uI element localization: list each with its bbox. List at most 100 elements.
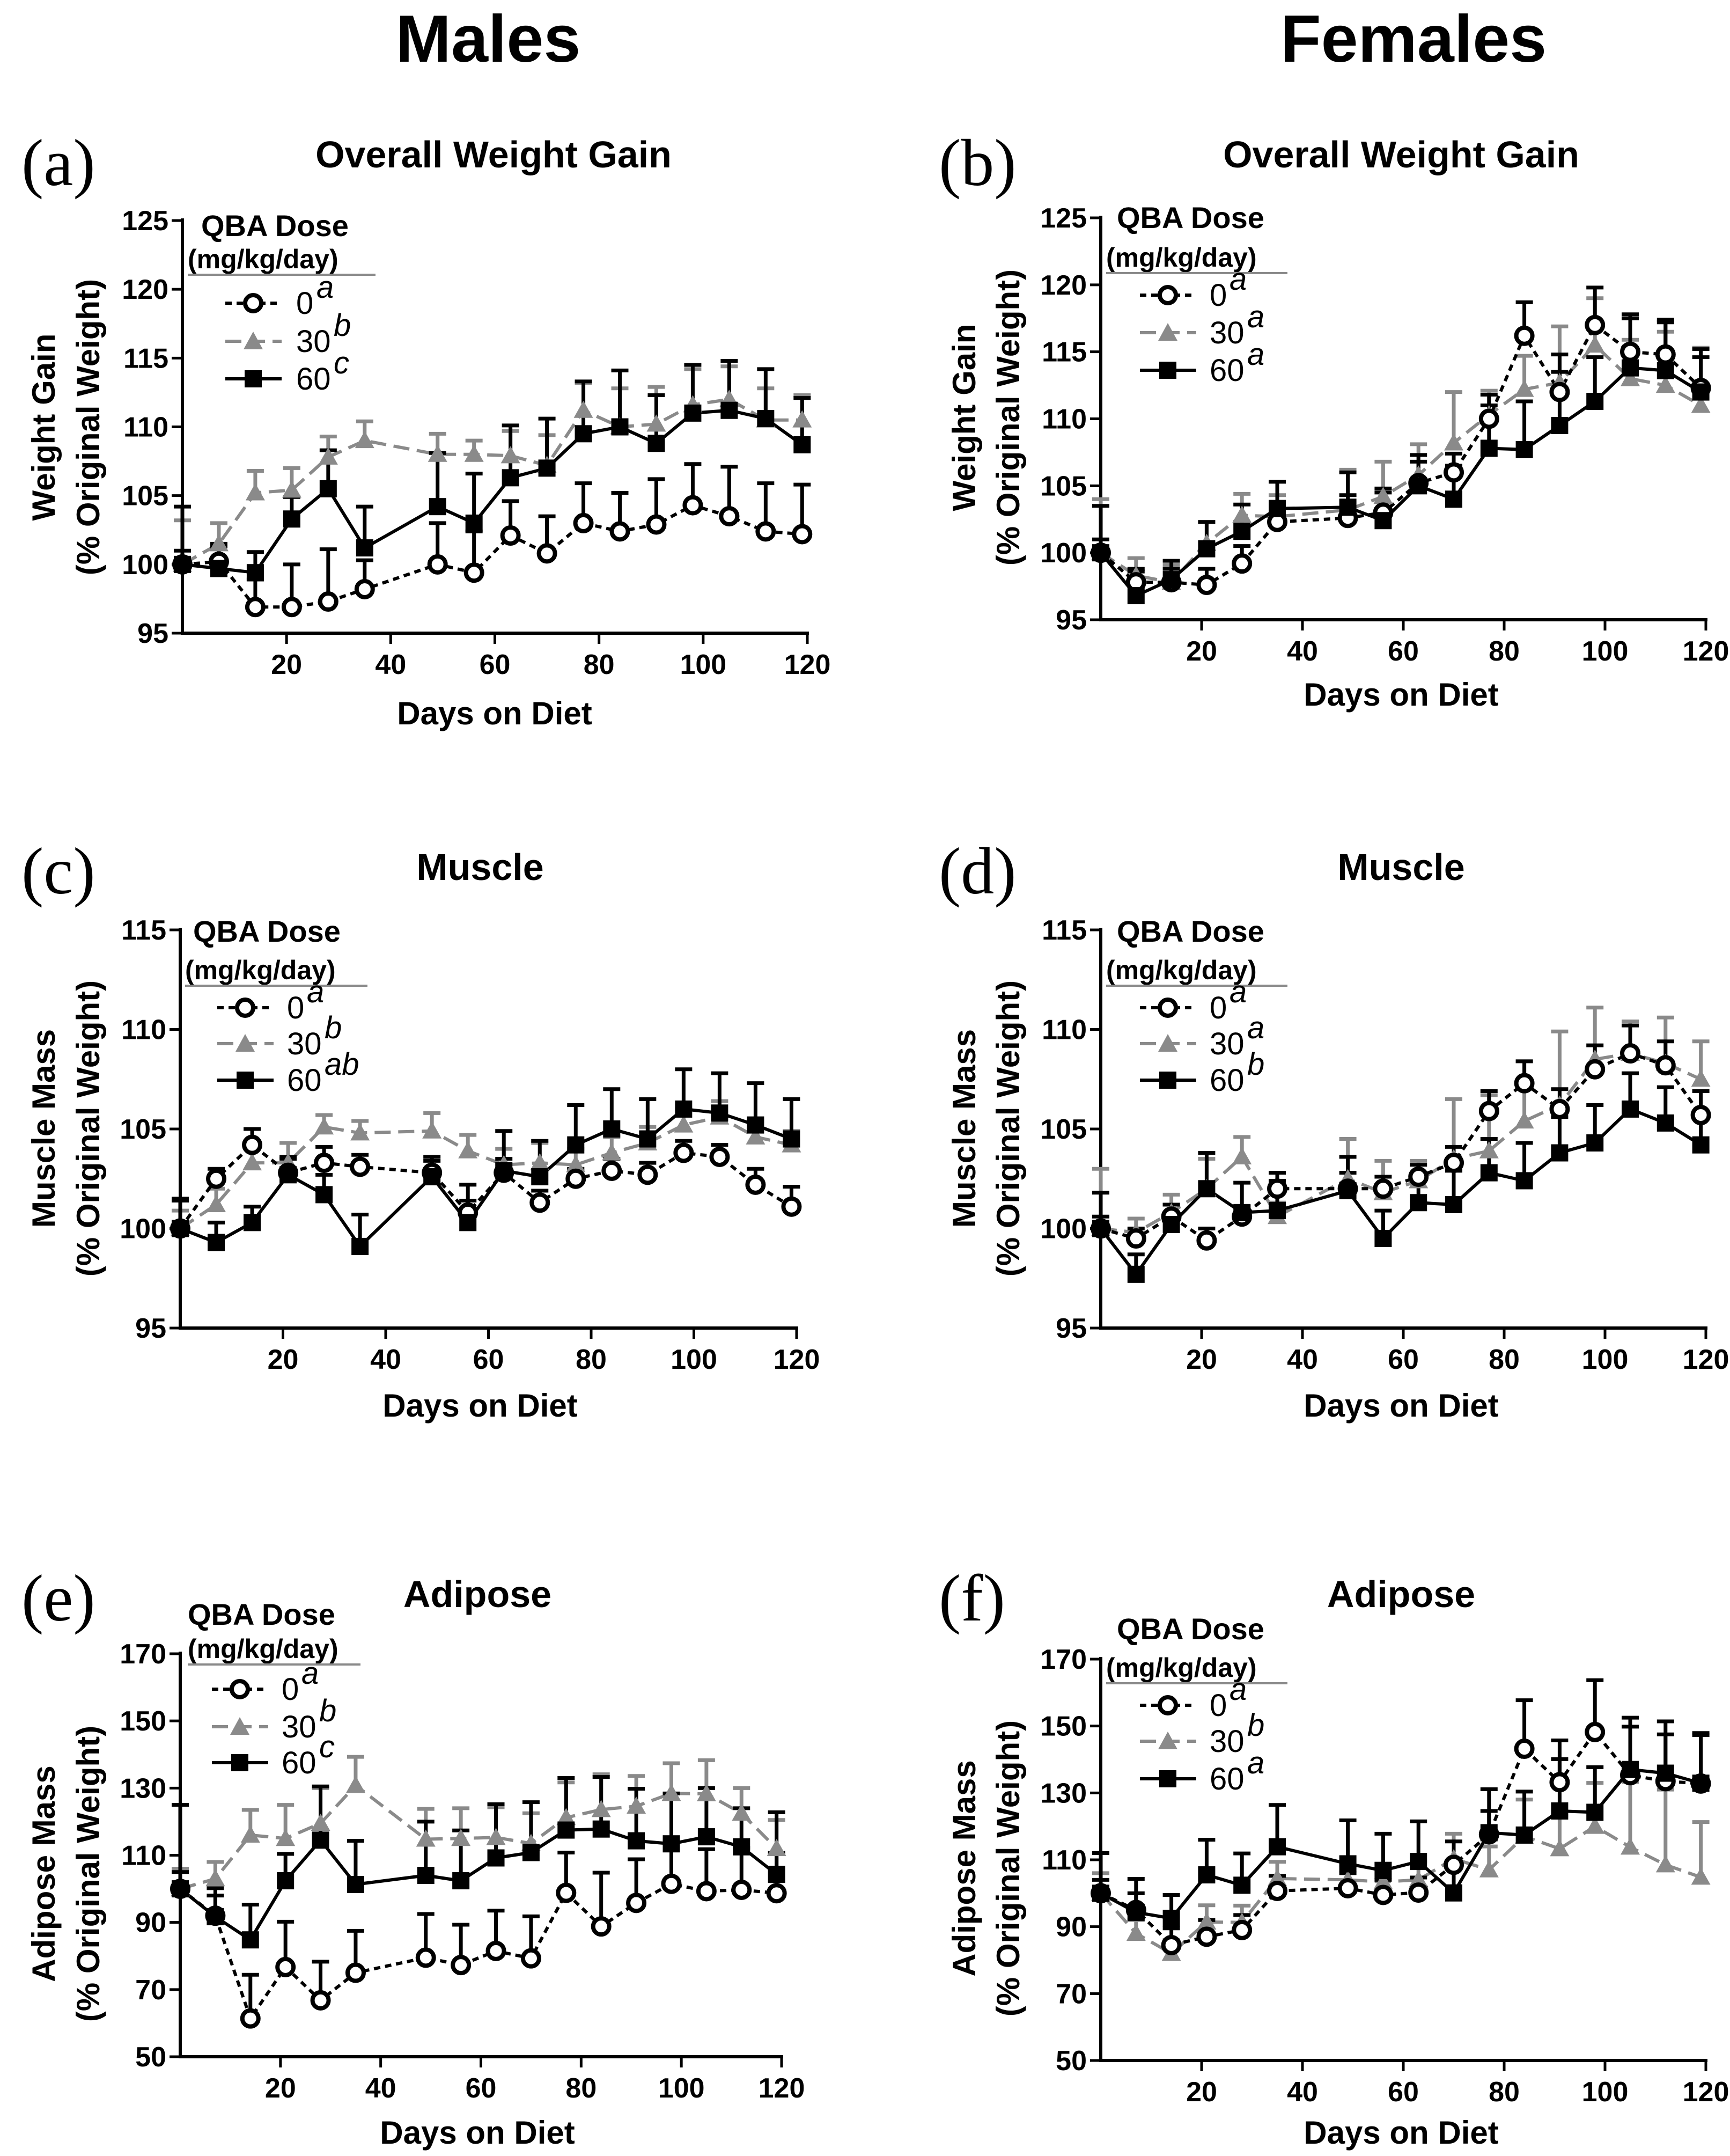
data-point-f-s60-d63 bbox=[1410, 1853, 1427, 1871]
x-tick-label-a-100: 100 bbox=[680, 649, 726, 680]
legend-letter-30-a: b bbox=[334, 308, 351, 343]
data-point-a-s30-d7 bbox=[209, 534, 229, 552]
data-point-b-s30-d70 bbox=[1444, 433, 1463, 451]
legend-c: QBA Dose (mg/kg/day) 0 a 30 b 60 ab bbox=[185, 914, 367, 1098]
y-tick-label-b-120: 120 bbox=[1040, 270, 1087, 301]
legend-d: QBA Dose (mg/kg/day) 0 a 30 a 60 b bbox=[1106, 914, 1287, 1098]
y-tick-label-e-70: 70 bbox=[135, 1975, 166, 2006]
legend-item-0-b: 0 a bbox=[1140, 262, 1247, 313]
legend-letter-60-a: c bbox=[334, 346, 349, 380]
y-axis-label-line1-f: Adipose Mass bbox=[946, 1760, 982, 1976]
data-point-d-s60-d0 bbox=[1092, 1220, 1109, 1237]
data-point-b-s60-d105 bbox=[1622, 359, 1639, 377]
data-point-a-s60-d98 bbox=[684, 404, 702, 422]
legend-letter-30-c: b bbox=[325, 1010, 342, 1045]
data-point-e-s0-d49 bbox=[415, 1947, 436, 1968]
data-point-d-s60-d21 bbox=[1198, 1180, 1216, 1198]
data-point-c-s0-d77 bbox=[565, 1168, 586, 1189]
data-point-d-s30-d28 bbox=[1232, 1147, 1252, 1164]
data-point-a-s60-d63 bbox=[502, 469, 519, 487]
data-point-c-s0-d84 bbox=[601, 1160, 622, 1181]
x-tick-label-d-100: 100 bbox=[1582, 1344, 1629, 1375]
legend-letter-60-d: b bbox=[1247, 1047, 1264, 1082]
data-point-c-s30-d112 bbox=[746, 1127, 765, 1145]
y-tick-label-a-115: 115 bbox=[123, 343, 168, 374]
panel-title-d: Muscle bbox=[1337, 846, 1464, 888]
data-point-f-s0-d91 bbox=[1549, 1772, 1570, 1793]
data-point-e-s60-d84 bbox=[592, 1820, 610, 1838]
data-point-b-s60-d7 bbox=[1127, 587, 1145, 605]
data-point-c-s60-d112 bbox=[747, 1116, 764, 1134]
data-point-c-s0-d70 bbox=[529, 1192, 550, 1213]
data-point-e-s0-d112 bbox=[731, 1879, 752, 1900]
data-point-a-s60-d21 bbox=[283, 510, 300, 528]
data-point-e-s60-d91 bbox=[628, 1832, 645, 1850]
legend-item-60-b: 60 a bbox=[1140, 337, 1264, 388]
y-axis-label-line1-e: Adipose Mass bbox=[26, 1765, 62, 1982]
data-point-f-s60-d21 bbox=[1198, 1866, 1216, 1884]
panel-letter-e: (e) bbox=[21, 1561, 95, 1635]
legend-letter-0-b: a bbox=[1230, 262, 1247, 297]
data-point-d-s60-d105 bbox=[1622, 1100, 1639, 1118]
data-point-d-s60-d14 bbox=[1162, 1216, 1180, 1234]
data-point-a-s0-d98 bbox=[682, 495, 703, 516]
legend-item-30-f: 30 b bbox=[1140, 1708, 1264, 1759]
legend-unit-b: (mg/kg/day) bbox=[1106, 243, 1257, 273]
x-axis-label-a: Days on Diet bbox=[397, 695, 592, 731]
y-tick-label-b-100: 100 bbox=[1040, 538, 1087, 569]
x-tick-label-e-80: 80 bbox=[565, 2073, 597, 2104]
series-line-f-0 bbox=[1100, 1730, 1701, 1947]
data-point-d-s60-d119 bbox=[1692, 1136, 1710, 1154]
data-point-e-s30-d56 bbox=[451, 1829, 471, 1846]
data-point-c-s30-d70 bbox=[530, 1153, 550, 1171]
x-tick-label-e-40: 40 bbox=[365, 2073, 396, 2104]
y-tick-label-f-110: 110 bbox=[1042, 1845, 1087, 1876]
data-point-c-s30-d7 bbox=[207, 1194, 226, 1212]
y-tick-label-f-170: 170 bbox=[1040, 1644, 1087, 1675]
data-point-a-s30-d28 bbox=[318, 447, 338, 465]
legend-item-30-e: 30 b bbox=[212, 1693, 336, 1744]
data-point-d-s30-d119 bbox=[1691, 1069, 1711, 1087]
legend-dose-60-e: 60 bbox=[282, 1746, 316, 1780]
data-point-a-s60-d56 bbox=[465, 514, 483, 532]
data-point-c-s30-d98 bbox=[674, 1115, 694, 1133]
x-tick-label-f-40: 40 bbox=[1287, 2077, 1318, 2108]
legend-title-c: QBA Dose bbox=[193, 914, 341, 948]
y-tick-label-b-110: 110 bbox=[1042, 404, 1087, 435]
legend-marker-0-e bbox=[230, 1679, 250, 1699]
legend-marker-0-a bbox=[243, 293, 263, 313]
data-point-c-s0-d35 bbox=[350, 1156, 371, 1177]
data-point-a-s60-d28 bbox=[319, 480, 337, 497]
legend-title-d: QBA Dose bbox=[1117, 914, 1264, 948]
data-point-a-s0-d63 bbox=[500, 525, 521, 546]
series-line-c-0 bbox=[179, 1143, 792, 1230]
data-point-f-s0-d84 bbox=[1514, 1739, 1535, 1759]
x-tick-label-c-80: 80 bbox=[576, 1344, 607, 1375]
legend-dose-30-a: 30 bbox=[296, 324, 331, 359]
data-point-d-s0-d35 bbox=[1267, 1178, 1287, 1199]
data-point-c-s60-d0 bbox=[172, 1220, 189, 1237]
x-tick-label-c-120: 120 bbox=[774, 1344, 820, 1375]
legend-letter-0-f: a bbox=[1230, 1672, 1247, 1707]
data-point-e-s0-d21 bbox=[275, 1956, 296, 1977]
legend-marker-60-a bbox=[245, 370, 262, 387]
data-point-a-s0-d70 bbox=[536, 543, 557, 564]
data-point-f-s60-d49 bbox=[1339, 1855, 1357, 1873]
y-tick-label-a-125: 125 bbox=[122, 206, 168, 237]
legend-f: QBA Dose (mg/kg/day) 0 a 30 b 60 a bbox=[1106, 1612, 1287, 1796]
legend-marker-60-f bbox=[1159, 1770, 1176, 1787]
legend-dose-60-c: 60 bbox=[287, 1063, 322, 1098]
y-axis-label-line2-d: (% Original Weight) bbox=[990, 980, 1026, 1277]
data-point-f-s30-d91 bbox=[1550, 1839, 1570, 1857]
legend-title-b: QBA Dose bbox=[1117, 201, 1264, 234]
data-point-b-s0-d70 bbox=[1444, 462, 1464, 483]
data-point-b-s60-d49 bbox=[1339, 498, 1357, 516]
data-point-e-s30-d77 bbox=[556, 1808, 576, 1825]
data-point-f-s0-d21 bbox=[1196, 1926, 1217, 1947]
y-axis-label-line2-c: (% Original Weight) bbox=[70, 980, 106, 1277]
data-point-a-s60-d112 bbox=[757, 410, 775, 428]
data-point-b-s60-d77 bbox=[1480, 439, 1498, 457]
legend-unit-f: (mg/kg/day) bbox=[1106, 1653, 1257, 1683]
y-tick-label-c-100: 100 bbox=[120, 1214, 166, 1245]
